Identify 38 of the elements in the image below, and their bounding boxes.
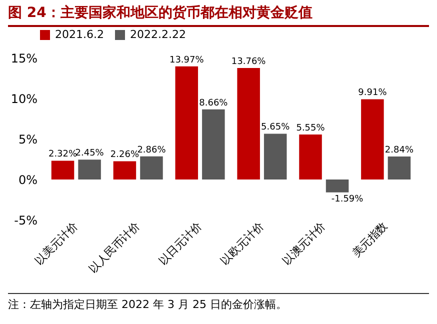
legend-label: 2022.2.22	[130, 28, 186, 41]
text: 注：左轴为指定日期至 2022 年 3 月 25 日的金价涨幅。	[8, 293, 429, 314]
y-tick-label: 10%	[10, 92, 38, 106]
data-label: 13.97%	[169, 55, 204, 66]
bar	[388, 156, 411, 180]
x-tick-label: 以日元计价	[156, 220, 204, 268]
bar	[237, 68, 260, 180]
y-tick-label: 0%	[18, 173, 38, 187]
x-tick-label: 以人民币计价	[86, 220, 142, 276]
bar	[202, 109, 225, 180]
x-tick-label: 以欧元计价	[218, 220, 266, 268]
y-tick-label: -5%	[14, 214, 38, 228]
y-tick-label: 5%	[18, 132, 38, 146]
data-label: 2.45%	[75, 148, 104, 159]
bar	[175, 66, 198, 180]
data-label: -1.59%	[331, 194, 364, 204]
y-tick-label: 15%	[10, 52, 38, 66]
data-label: 8.66%	[199, 98, 228, 108]
bar	[78, 160, 101, 180]
chart-title: 图 24：主要国家和地区的货币都在相对黄金贬值	[8, 4, 429, 27]
bar	[326, 180, 349, 192]
data-label: 5.55%	[296, 124, 326, 134]
bar	[113, 161, 136, 180]
data-label: 13.76%	[231, 57, 266, 68]
bar	[361, 99, 384, 180]
bar	[140, 156, 163, 180]
x-tick-label: 以澳元计价	[280, 220, 328, 268]
data-label: 2.84%	[384, 145, 414, 156]
x-tick-label: 美元指数	[350, 220, 390, 260]
data-label: 2.86%	[137, 145, 166, 156]
data-label: 2.26%	[110, 150, 140, 160]
data-label: 2.32%	[48, 150, 78, 160]
legend-label: 2021.6.2	[55, 28, 104, 41]
bar	[299, 134, 322, 180]
data-label: 5.65%	[261, 122, 290, 133]
bar	[264, 134, 287, 180]
data-label: 9.91%	[358, 88, 388, 98]
bar	[51, 160, 74, 180]
